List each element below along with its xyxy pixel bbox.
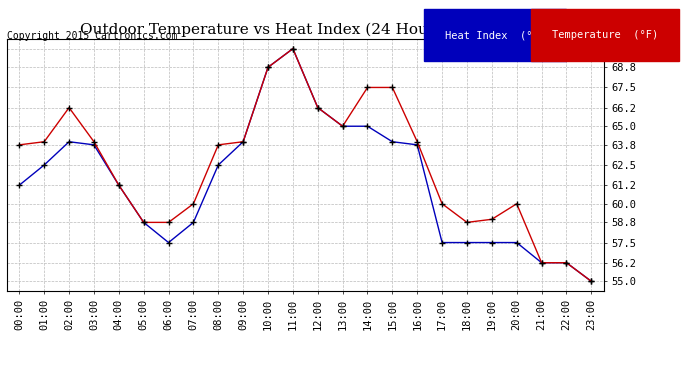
Text: Copyright 2015 Cartronics.com: Copyright 2015 Cartronics.com [7,32,177,41]
Title: Outdoor Temperature vs Heat Index (24 Hours) 20150504: Outdoor Temperature vs Heat Index (24 Ho… [79,22,531,37]
Text: Temperature  (°F): Temperature (°F) [552,30,658,40]
Text: Heat Index  (°F): Heat Index (°F) [445,30,545,40]
